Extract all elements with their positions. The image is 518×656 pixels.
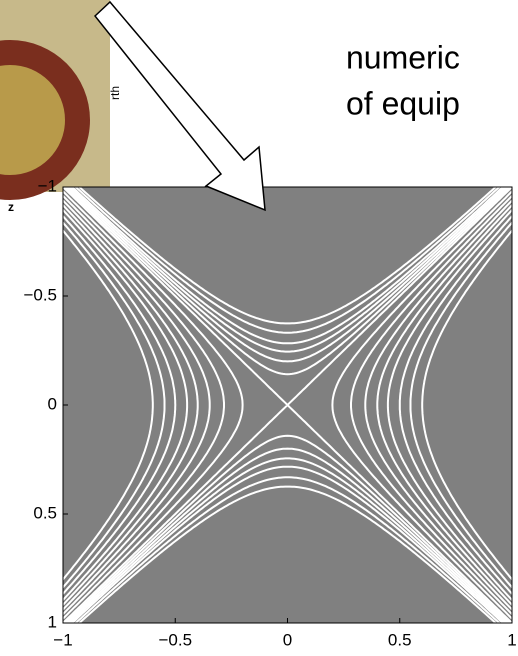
y-tick-label: 1 xyxy=(48,612,57,631)
arrow xyxy=(95,2,265,210)
y-tick-label: 0 xyxy=(48,394,57,413)
y-tick-label: −0.5 xyxy=(23,285,57,304)
x-tick-label: −1 xyxy=(53,630,72,649)
x-tick-label: 1 xyxy=(507,630,516,649)
x-tick-label: 0 xyxy=(283,630,292,649)
y-tick-label: 0.5 xyxy=(33,503,57,522)
corner-text: z xyxy=(8,200,14,214)
y-tick-label: −1 xyxy=(38,176,57,195)
heading-line: numeric xyxy=(346,39,460,75)
x-tick-label: 0.5 xyxy=(388,630,412,649)
side-text: rth xyxy=(108,86,122,100)
x-tick-label: −0.5 xyxy=(158,630,192,649)
heading-line: of equip xyxy=(346,85,460,121)
slide: rth z numeric of equip −1−0.500.51−1−0.5… xyxy=(0,0,518,656)
